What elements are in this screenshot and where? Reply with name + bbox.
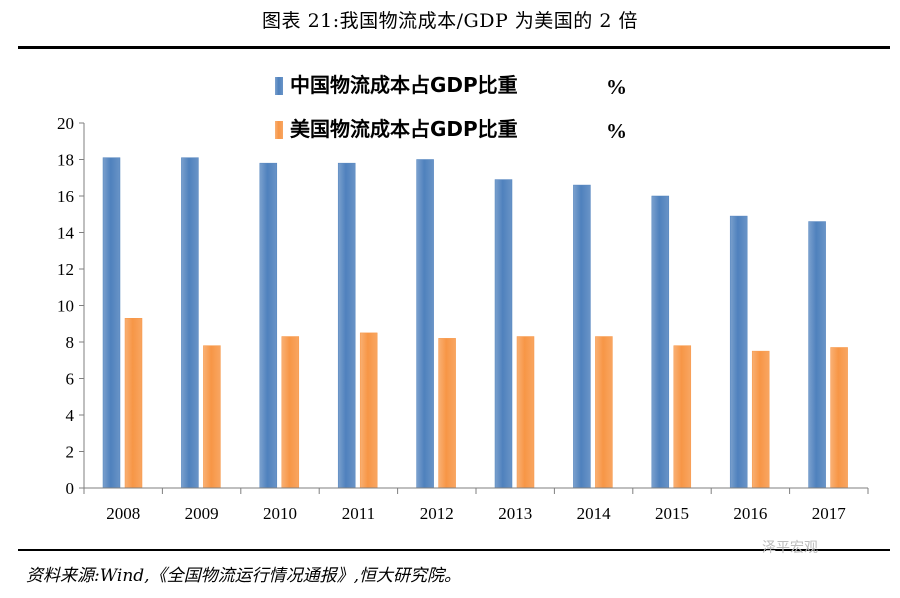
x-tick-label: 2014	[577, 504, 612, 523]
x-tick-label: 2017	[812, 504, 847, 523]
us-bar-2013	[516, 336, 535, 489]
us-bar-2008	[124, 318, 143, 489]
us-bar-2017	[830, 347, 848, 489]
us-bar-2010	[281, 336, 300, 489]
x-tick-label: 2016	[733, 504, 767, 523]
y-tick-label: 2	[66, 443, 75, 462]
x-tick-label: 2012	[420, 504, 454, 523]
y-tick-label: 0	[66, 479, 75, 498]
legend-unit: %	[606, 119, 627, 143]
us-bar-2016	[751, 350, 770, 489]
china-bar-2010	[259, 162, 278, 489]
x-tick-label: 2010	[263, 504, 297, 523]
china-bar-2013	[494, 179, 513, 489]
y-tick-label: 14	[57, 224, 75, 243]
china-bar-2012	[416, 159, 434, 489]
top-rule	[18, 46, 890, 49]
y-tick-label: 6	[66, 370, 75, 389]
legend-swatch	[275, 121, 283, 139]
us-bar-2014	[595, 336, 613, 489]
x-tick-label: 2008	[106, 504, 140, 523]
source-note: 资料来源:Wind,《全国物流运行情况通报》,恒大研究院。	[26, 566, 461, 586]
us-bar-2011	[359, 332, 378, 489]
bottom-rule	[18, 549, 890, 551]
bars	[102, 157, 848, 489]
x-tick-label: 2009	[185, 504, 219, 523]
china-bar-2017	[808, 221, 826, 489]
y-tick-label: 16	[57, 187, 74, 206]
y-tick-label: 10	[57, 297, 74, 316]
y-tick-label: 20	[57, 114, 74, 133]
y-tick-label: 18	[57, 151, 74, 170]
y-tick-label: 4	[66, 406, 75, 425]
legend-label: 美国物流成本占GDP比重	[290, 117, 518, 141]
china-bar-2015	[651, 195, 670, 489]
x-tick-label: 2013	[498, 504, 532, 523]
us-bar-2009	[203, 345, 221, 489]
legend: 中国物流成本占GDP比重 % 美国物流成本占GDP比重%	[275, 73, 627, 143]
legend-label: 中国物流成本占GDP比重	[290, 73, 518, 97]
y-tick-label: 8	[66, 333, 75, 352]
y-tick-label: 12	[57, 260, 74, 279]
us-bar-2012	[438, 338, 456, 489]
x-tick-label: 2011	[342, 504, 375, 523]
figure-title: 图表 21:我国物流成本/GDP 为美国的 2 倍	[262, 10, 638, 32]
legend-swatch	[275, 77, 283, 95]
china-bar-2011	[337, 162, 356, 489]
china-bar-2014	[573, 184, 591, 489]
china-bar-2009	[181, 157, 199, 489]
watermark: 泽平宏观	[762, 540, 818, 556]
us-bar-2015	[673, 345, 692, 489]
china-bar-2008	[102, 157, 121, 489]
china-bar-2016	[729, 215, 748, 489]
axes: 0 2 4 6 8 10 12 14 16 18 20 2008 2009 2010 2011 2012 201…	[57, 114, 869, 523]
legend-unit: %	[606, 75, 627, 99]
x-tick-label: 2015	[655, 504, 689, 523]
